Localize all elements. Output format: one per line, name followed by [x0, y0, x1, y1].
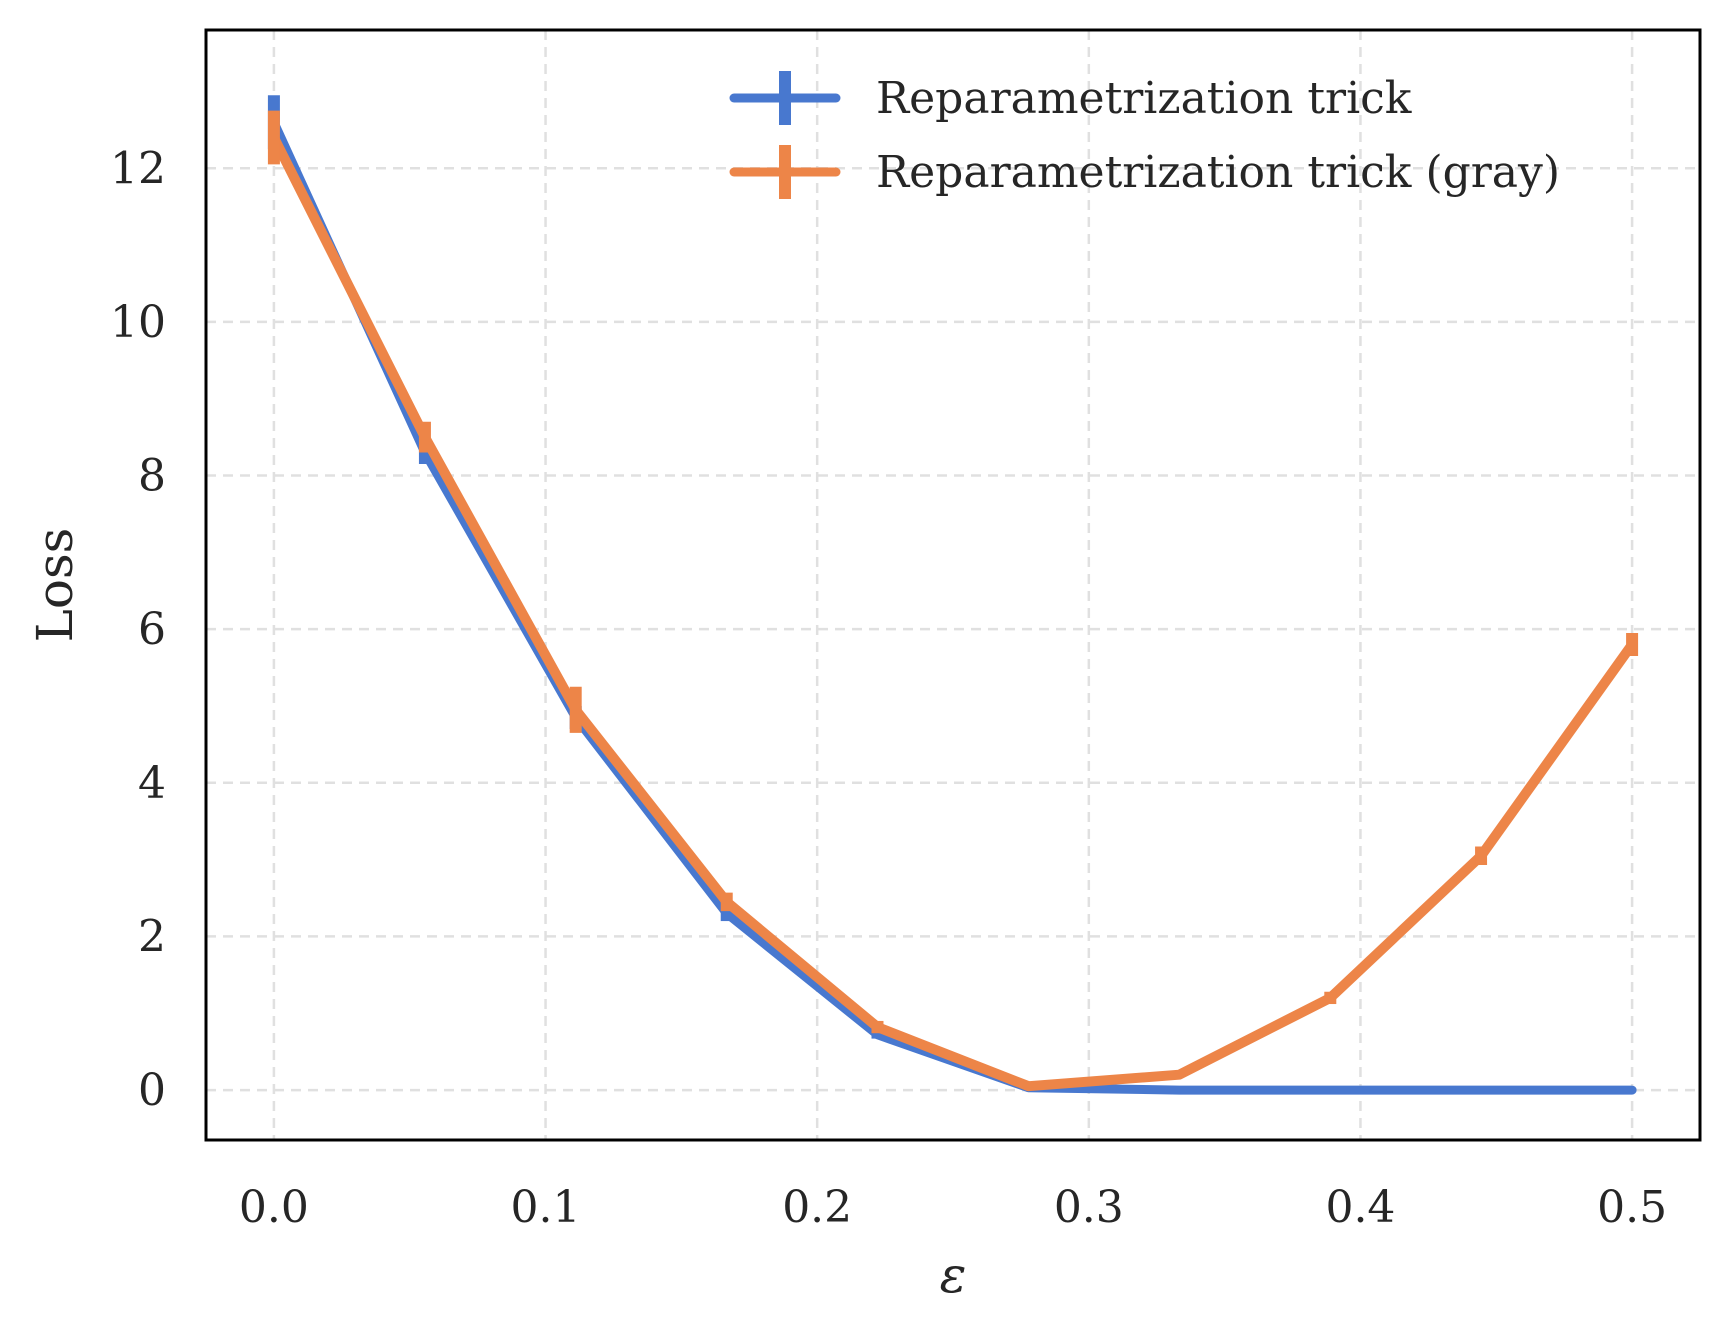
x-tick-label: 0.0	[239, 1182, 309, 1233]
legend-entry-2: Reparametrization trick (gray)	[729, 145, 1560, 199]
y-tick-label: 8	[138, 451, 166, 502]
y-tick-label: 2	[138, 911, 166, 962]
y-tick-label: 6	[138, 604, 166, 655]
y-axis-label: Loss	[26, 528, 84, 643]
series-line	[268, 132, 1638, 1092]
y-tick-label: 12	[110, 143, 166, 194]
plot-frame	[204, 28, 1702, 1142]
x-tick-label: 0.4	[1325, 1182, 1395, 1233]
y-tick-label: 4	[138, 758, 166, 809]
x-tick-label: 0.5	[1597, 1182, 1667, 1233]
x-tick-label: 0.1	[511, 1182, 581, 1233]
legend: Reparametrization trick Reparametrization…	[729, 71, 1560, 199]
x-tick-label: 0.3	[1054, 1182, 1124, 1233]
legend-entry-1: Reparametrization trick	[729, 71, 1412, 125]
y-axis-ticks: 0 2 4 6 8 10 12	[110, 143, 166, 1116]
legend-label: Reparametrization trick	[876, 73, 1412, 124]
x-axis-ticks: 0.0 0.1 0.2 0.3 0.4 0.5	[239, 1182, 1667, 1233]
y-tick-label: 0	[138, 1065, 166, 1116]
x-axis-label: ε	[940, 1246, 967, 1304]
series-2	[267, 110, 1639, 1092]
series-layer	[267, 95, 1639, 1095]
x-tick-label: 0.2	[782, 1182, 852, 1233]
y-tick-label: 10	[110, 297, 166, 348]
legend-label: Reparametrization trick (gray)	[876, 147, 1560, 198]
